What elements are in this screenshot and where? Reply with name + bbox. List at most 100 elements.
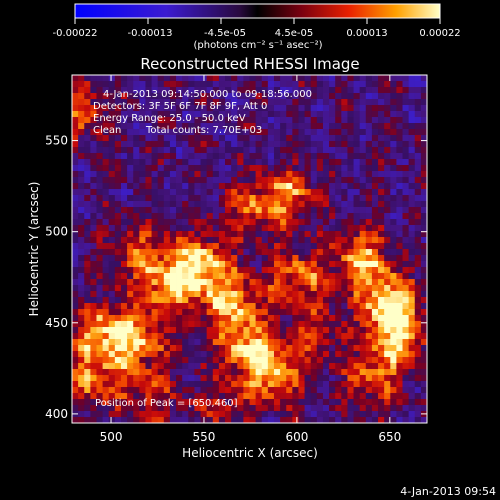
heatmap-cell	[194, 195, 201, 202]
heatmap-cell	[384, 105, 391, 112]
heatmap-cell	[169, 309, 177, 316]
heatmap-cell	[114, 405, 122, 412]
heatmap-cell	[280, 315, 287, 322]
heatmap-cell	[420, 309, 427, 316]
heatmap-cell	[280, 231, 287, 238]
heatmap-cell	[280, 171, 287, 178]
heatmap-cell	[225, 363, 232, 370]
heatmap-cell	[151, 339, 159, 346]
heatmap-cell	[316, 285, 324, 292]
heatmap-cell	[286, 207, 293, 214]
heatmap-cell	[78, 105, 85, 112]
heatmap-cell	[78, 405, 85, 412]
heatmap-cell	[206, 165, 214, 172]
heatmap-cell	[384, 267, 391, 274]
heatmap-cell	[188, 123, 195, 130]
heatmap-cell	[225, 219, 232, 226]
heatmap-cell	[390, 183, 397, 190]
heatmap-cell	[139, 159, 146, 166]
heatmap-cell	[414, 375, 422, 382]
heatmap-cell	[200, 147, 208, 154]
heatmap-cell	[378, 219, 385, 226]
total-counts-annotation: Total counts: 7.70E+03	[145, 125, 262, 136]
heatmap-cell	[206, 375, 214, 382]
heatmap-cell	[390, 171, 397, 178]
heatmap-cell	[237, 255, 244, 262]
heatmap-cell	[133, 381, 140, 388]
heatmap-cell	[90, 171, 97, 178]
heatmap-cell	[218, 153, 226, 160]
heatmap-cell	[316, 351, 324, 358]
heatmap-cell	[163, 273, 171, 280]
heatmap-cell	[72, 273, 79, 280]
heatmap-cell	[139, 261, 146, 268]
heatmap-cell	[225, 285, 232, 292]
heatmap-cell	[322, 309, 330, 316]
heatmap-cell	[145, 267, 152, 274]
heatmap-cell	[371, 147, 379, 154]
heatmap-cell	[335, 171, 342, 178]
heatmap-cell	[96, 273, 103, 280]
heatmap-cell	[212, 303, 220, 310]
heatmap-cell	[218, 135, 226, 142]
heatmap-cell	[114, 225, 122, 232]
heatmap-cell	[108, 159, 116, 166]
heatmap-cell	[169, 297, 177, 304]
heatmap-cell	[414, 399, 422, 406]
heatmap-cell	[194, 81, 201, 88]
heatmap-cell	[188, 87, 195, 94]
heatmap-cell	[163, 183, 171, 190]
heatmap-cell	[255, 219, 263, 226]
heatmap-cell	[90, 309, 97, 316]
heatmap-cell	[145, 333, 152, 340]
heatmap-cell	[261, 339, 269, 346]
heatmap-cell	[194, 225, 201, 232]
heatmap-cell	[127, 225, 134, 232]
heatmap-cell	[218, 381, 226, 388]
heatmap-cell	[133, 309, 140, 316]
heatmap-cell	[414, 351, 422, 358]
heatmap-cell	[151, 195, 159, 202]
heatmap-cell	[329, 327, 336, 334]
heatmap-cell	[402, 267, 410, 274]
heatmap-cell	[286, 105, 293, 112]
heatmap-cell	[286, 297, 293, 304]
heatmap-cell	[200, 369, 208, 376]
heatmap-cell	[243, 243, 250, 250]
heatmap-cell	[304, 225, 312, 232]
heatmap-cell	[347, 363, 354, 370]
heatmap-cell	[371, 399, 379, 406]
heatmap-cell	[231, 141, 238, 148]
heatmap-cell	[120, 411, 128, 418]
heatmap-cell	[402, 261, 410, 268]
heatmap-cell	[420, 321, 427, 328]
heatmap-cell	[188, 195, 195, 202]
heatmap-cell	[371, 129, 379, 136]
heatmap-cell	[329, 201, 336, 208]
heatmap-cell	[200, 261, 208, 268]
heatmap-cell	[72, 135, 79, 142]
heatmap-cell	[176, 321, 183, 328]
heatmap-cell	[90, 123, 97, 130]
heatmap-cell	[225, 291, 232, 298]
heatmap-cell	[218, 195, 226, 202]
heatmap-cell	[304, 105, 312, 112]
heatmap-cell	[114, 297, 122, 304]
heatmap-cell	[341, 195, 348, 202]
heatmap-cell	[127, 357, 134, 364]
heatmap-cell	[402, 75, 410, 82]
heatmap-cell	[396, 399, 403, 406]
heatmap-cell	[384, 99, 391, 106]
heatmap-cell	[231, 195, 238, 202]
heatmap-cell	[114, 201, 122, 208]
heatmap-cell	[359, 159, 367, 166]
heatmap-cell	[120, 171, 128, 178]
heatmap-cell	[157, 393, 165, 400]
heatmap-cell	[420, 315, 427, 322]
heatmap-cell	[390, 231, 397, 238]
heatmap-cell	[273, 273, 281, 280]
heatmap-cell	[316, 93, 324, 100]
heatmap-cell	[133, 411, 140, 418]
